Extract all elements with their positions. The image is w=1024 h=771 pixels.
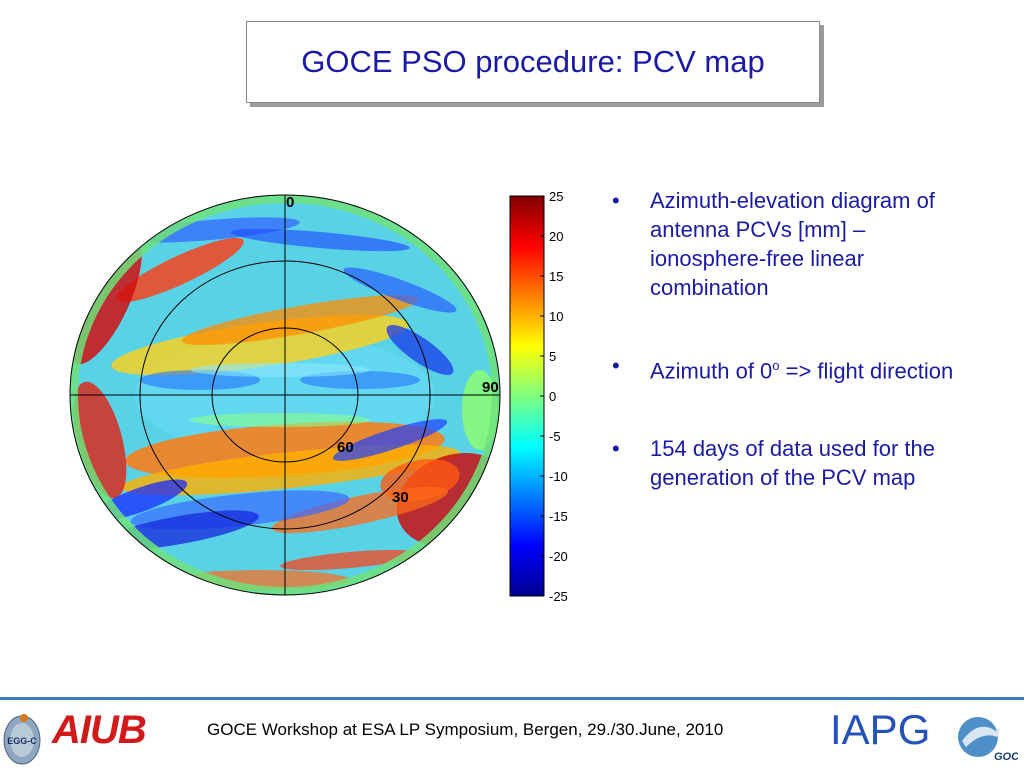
pcv-pattern-blob bbox=[73, 381, 127, 499]
bullet-item-3: • 154 days of data used for the generati… bbox=[612, 434, 972, 492]
elevation-30-label: 30 bbox=[392, 489, 409, 506]
pcv-pattern-blob bbox=[111, 314, 409, 376]
bullet-dot: • bbox=[612, 436, 620, 462]
bullet-text-1: Azimuth-elevation diagram of antenna PCV… bbox=[650, 188, 935, 300]
colorbar-tick-label: -10 bbox=[549, 469, 568, 484]
pcv-figure: 0 90 60 30 25 20 15 10 5 0 -5 -10 -15 -20 -25 bbox=[60, 180, 590, 610]
bullet-dot: • bbox=[612, 353, 620, 378]
footer-divider bbox=[0, 697, 1024, 700]
pcv-pattern-blob bbox=[386, 325, 454, 375]
pcv-pattern-blob bbox=[190, 413, 370, 427]
pcv-map-svg: 0 90 60 30 25 20 15 10 5 0 -5 -10 -15 -20 -25 bbox=[69, 189, 568, 604]
bullet-dot: • bbox=[612, 188, 620, 213]
bullet-list: • Azimuth-elevation diagram of antenna P… bbox=[612, 186, 972, 541]
colorbar-tick-label: -20 bbox=[549, 549, 568, 564]
colorbar-tick-label: -15 bbox=[549, 509, 568, 524]
colorbar-tick-label: 5 bbox=[549, 349, 556, 364]
colorbar-tick-label: 15 bbox=[549, 269, 563, 284]
egg-logo-text: EGG-C bbox=[7, 736, 37, 746]
pcv-pattern-blob bbox=[116, 237, 244, 303]
pcv-pattern-blob bbox=[343, 267, 457, 313]
pcv-pattern-blob bbox=[120, 444, 460, 496]
pcv-pattern-blob bbox=[181, 295, 419, 345]
colorbar-tick-label: 25 bbox=[549, 189, 563, 204]
bullet-text-3: 154 days of data used for the generation… bbox=[650, 436, 935, 491]
goce-logo: GOCE bbox=[952, 713, 1024, 770]
elevation-60-label: 60 bbox=[337, 439, 354, 456]
slide-title: GOCE PSO procedure: PCV map bbox=[301, 44, 765, 79]
title-box: GOCE PSO procedure: PCV map bbox=[246, 21, 820, 103]
iapg-logo: IAPG bbox=[830, 706, 931, 753]
disc-outline bbox=[69, 194, 501, 596]
pcv-pattern-blob bbox=[190, 363, 370, 377]
bullet-superscript: o bbox=[772, 358, 780, 373]
polar-grid bbox=[70, 195, 500, 595]
pcv-pattern-blob bbox=[280, 549, 420, 571]
colorbar-tick-label: 10 bbox=[549, 309, 563, 324]
colorbar-tick-label: -5 bbox=[549, 429, 561, 444]
azimuth-90-label: 90 bbox=[482, 379, 499, 396]
egg-logo: EGG-C bbox=[2, 706, 46, 771]
bullet-item-2: • Azimuth of 0o => flight direction bbox=[612, 351, 972, 385]
bullet-text-2a: Azimuth of 0 bbox=[650, 358, 773, 384]
azimuth-0-label: 0 bbox=[286, 194, 294, 211]
goce-logo-text: GOCE bbox=[994, 751, 1018, 763]
footer-text: GOCE Workshop at ESA LP Symposium, Berge… bbox=[207, 720, 724, 739]
pcv-pattern-blob bbox=[230, 228, 410, 252]
pcv-pattern-blob bbox=[332, 419, 448, 461]
colorbar-tick-label: -25 bbox=[549, 589, 568, 604]
colorbar-tick-label: 0 bbox=[549, 389, 556, 404]
aiub-logo: AIUB bbox=[52, 708, 147, 752]
colorbar bbox=[509, 195, 545, 597]
bullet-text-2b: => flight direction bbox=[779, 358, 954, 384]
colorbar-tick-label: 20 bbox=[549, 229, 563, 244]
bullet-item-1: • Azimuth-elevation diagram of antenna P… bbox=[612, 186, 972, 302]
